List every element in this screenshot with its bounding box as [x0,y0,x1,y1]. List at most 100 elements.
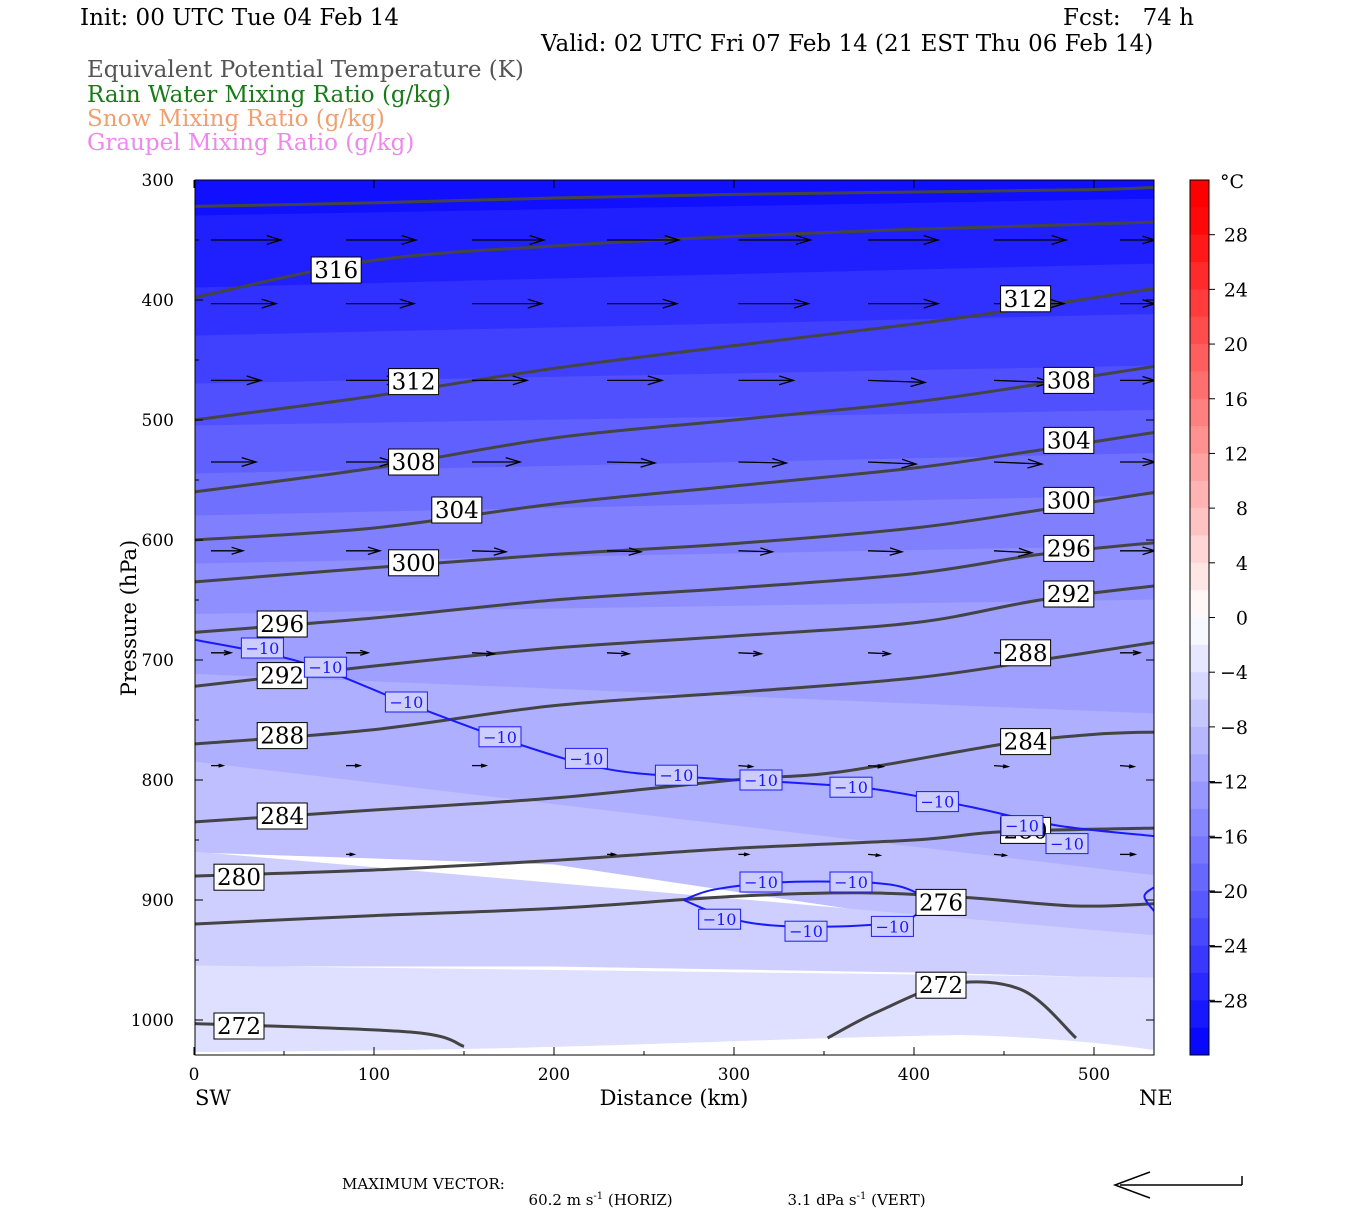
theta-e-label: 284 [1004,730,1048,756]
wind-vector [867,650,893,657]
theta-e-label: 308 [392,450,436,476]
theta-e-label: 312 [392,370,436,396]
wind-vector [472,298,545,309]
wind-vector [472,457,523,467]
wind-vector-shaft [471,550,507,553]
vert-value: 3.1 dPa s [787,1191,857,1209]
minus10-label-box [739,769,783,791]
wind-vector [994,235,1069,245]
colorbar-segment [1190,699,1209,728]
wind-vector [738,375,796,386]
theta-e-label: 292 [1047,582,1091,608]
theta-e-label-box [256,802,308,830]
wind-vector-shaft [867,764,884,768]
wind-vector [211,763,226,768]
wind-vector [1120,457,1154,467]
colorbar-segment [1190,180,1209,208]
wind-vector [867,764,886,769]
theta-e-label: 276 [919,890,963,916]
wind-vector-head [662,298,680,309]
colorbar-tick-label: 8 [1236,498,1248,520]
wind-vector-head [246,375,264,386]
x-tick-label: 100 [358,1065,390,1085]
wind-vector-shaft [471,652,495,655]
init-time: Init: 00 UTC Tue 04 Feb 14 [80,5,400,31]
wind-vector-head [493,547,509,556]
theta-e-label-box [1043,426,1095,454]
wind-vector [993,853,1009,858]
y-axis-label: Pressure (hPa) [117,540,141,696]
colorbar-tick-label: −8 [1220,717,1248,739]
wind-vector-head [349,852,357,857]
x-tick-label: 0 [189,1065,200,1085]
wind-vector [1120,375,1154,385]
wind-vector-shaft [993,379,1052,384]
wind-vector-head [795,235,813,245]
wind-vector-head [223,649,234,656]
minus10-label: −10 [1005,817,1039,836]
theta-e-label: 280 [217,865,261,891]
colorbar-tick-label: 24 [1224,279,1248,301]
wind-vector [867,458,919,469]
wind-vector-head [241,457,259,467]
wind-vector [211,457,259,467]
minus10-label: −10 [1050,835,1084,854]
wind-vector-head [889,547,905,556]
colorbar-segment [1190,426,1209,454]
wind-vector-shaft [867,550,903,553]
theta-e-label-box [213,1012,265,1040]
x-tick-label: 200 [538,1065,570,1085]
wind-vector [471,547,509,556]
theta-e-label-box [1000,285,1052,313]
theta-e-label: 272 [919,973,963,999]
wind-vector-head [527,298,545,309]
wind-vector-head [218,763,226,768]
wind-vector [211,298,279,309]
wind-vector [738,547,775,556]
plot-frame [194,179,1155,1056]
minus10-label: −10 [309,658,343,677]
wind-vector-head [620,650,632,657]
theta-e-label-box [388,448,440,476]
wind-vector-head [793,298,811,309]
theta-e-label-box [256,722,308,750]
temperature-band-13 [195,965,1154,1055]
minus10-label-box [915,791,959,813]
wind-vector [346,298,417,309]
minus10-label-box [739,871,783,893]
colorbar-segment [1190,972,1209,1001]
colorbar-tick-label: 4 [1236,553,1248,575]
wind-vector-head [231,546,246,555]
colorbar-segment [1190,562,1209,591]
wind-vector-head [1142,546,1154,556]
theta-e-contour-292 [195,584,1154,688]
theta-e-label: 288 [260,724,304,750]
minus10-label-box [829,871,873,893]
colorbar: 28 24 20 16 12 8 4 0 −4 −8 −12 −16 −20 −24 −28 °C [1189,171,1248,1056]
wind-vector [867,547,905,556]
minus10-label: −10 [921,793,955,812]
wind-vector-head [1142,457,1154,467]
wind-vector-head [640,457,658,468]
minus10-contour-edge [1143,886,1154,913]
colorbar-tick-label: −12 [1208,772,1248,794]
valid-time: Valid: 02 UTC Fri 07 Feb 14 (21 EST Thu … [541,31,1154,57]
wind-vector [346,763,363,768]
max-vector-horiz: 60.2 m s-1 (HORIZ) [519,1177,673,1208]
wind-vector-head [1049,298,1067,309]
horiz-suffix: (HORIZ) [603,1191,673,1209]
wind-vector-head [881,650,893,657]
wind-vector-head [747,764,755,769]
minus10-label: −10 [246,639,280,658]
minus10-label-box [870,915,914,937]
wind-vector-head [877,764,886,769]
theta-e-label: 300 [1047,488,1091,514]
theta-e-label: 292 [260,664,304,690]
colorbar-segment [1190,289,1209,318]
wind-vector [346,235,419,245]
minus10-label: −10 [834,778,868,797]
colorbar-unit: °C [1220,171,1244,193]
theta-e-label-box [1000,639,1052,667]
theta-e-contour-304 [195,430,1154,542]
minus10-label: −10 [744,771,778,790]
